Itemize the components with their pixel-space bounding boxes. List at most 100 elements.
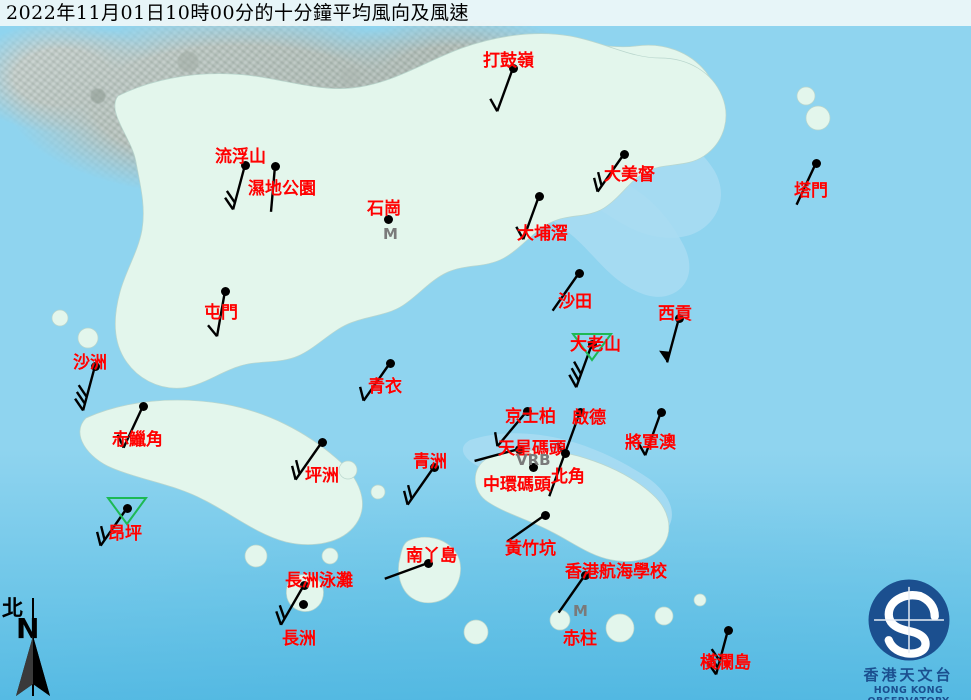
station-label: 天星碼頭 <box>498 439 566 459</box>
wind-barb-icon <box>358 362 391 402</box>
hko-name-zh: 香港天文台 <box>863 666 954 684</box>
station-dot <box>270 161 280 171</box>
station-label: 打鼓嶺 <box>483 51 534 71</box>
gale-triangle-icon <box>106 497 148 526</box>
station-label: 青洲 <box>413 452 447 472</box>
compass-rose: 北 N <box>2 592 64 700</box>
station-label: 香港航海學校 <box>565 562 667 582</box>
station-dot <box>619 149 629 159</box>
wind-barb-icon <box>402 466 435 506</box>
wind-barb-icon <box>707 629 730 676</box>
station-dot <box>674 313 684 323</box>
station-dot <box>383 214 393 224</box>
wind-barb-icon <box>489 67 515 112</box>
station-label: 赤柱 <box>563 629 597 649</box>
station-dot <box>575 407 585 417</box>
station-label: 中環碼頭 <box>483 475 551 495</box>
station-dot <box>723 625 733 635</box>
station-dot <box>514 444 524 454</box>
station-label: 塔門 <box>794 181 828 201</box>
station-label: 橫瀾島 <box>700 653 751 673</box>
page-title: 2022年11月01日10時00分的十分鐘平均風向及風速 <box>6 2 470 24</box>
station-dot <box>423 558 433 568</box>
title-bar <box>0 0 971 26</box>
station-dot <box>574 268 584 278</box>
station-dot <box>220 286 230 296</box>
wind-barb-icon <box>548 452 567 497</box>
station-label: 坪洲 <box>305 466 339 486</box>
wind-barb-icon <box>207 290 227 338</box>
wind-barb-icon <box>95 507 128 547</box>
wind-barb-icon <box>384 561 429 580</box>
station-label: 西貢 <box>658 304 692 324</box>
station-dot <box>811 158 821 168</box>
wind-barb-icon <box>275 584 306 626</box>
station-label: 長洲 <box>282 629 316 649</box>
wind-barb-icon <box>515 195 541 240</box>
station-label: 黃竹坑 <box>505 539 556 559</box>
wind-barb-icon <box>659 317 681 363</box>
station-dot <box>240 160 250 170</box>
station-label: 將軍澳 <box>625 433 676 453</box>
wind-barb-icon <box>116 405 145 449</box>
station-dot <box>90 361 100 371</box>
variable-wind-flag: VRB <box>516 451 551 469</box>
station-label: 南丫島 <box>406 546 457 566</box>
wind-barb-icon <box>474 447 520 463</box>
station-label: 濕地公園 <box>248 179 316 199</box>
missing-data-flag: M <box>383 225 398 243</box>
station-label: 青衣 <box>368 377 402 397</box>
station-label: 大老山 <box>570 335 621 355</box>
wind-barb-icon <box>290 441 323 481</box>
wind-barb-icon <box>557 574 586 614</box>
station-label: 大埔滘 <box>517 224 568 244</box>
wind-barb-icon <box>568 343 594 388</box>
station-dot <box>298 599 308 609</box>
gale-triangle-icon <box>571 333 613 362</box>
station-dot <box>138 401 148 411</box>
missing-data-flag: M <box>573 602 588 620</box>
hko-logo: 香港天文台 HONG KONG OBSERVATORY <box>846 574 971 700</box>
wind-barb-icon <box>224 164 247 211</box>
station-dot <box>385 358 395 368</box>
station-dot <box>534 191 544 201</box>
station-label: 長洲泳灘 <box>285 571 353 591</box>
station-dot <box>522 406 532 416</box>
station-label: 大美督 <box>604 165 655 185</box>
station-label: 沙洲 <box>73 353 107 373</box>
station-dot <box>587 339 597 349</box>
station-label: 流浮山 <box>215 147 266 167</box>
station-label: 昂坪 <box>108 524 142 544</box>
wind-barb-icon <box>551 272 580 312</box>
station-dot <box>429 462 439 472</box>
hko-emblem-icon <box>868 579 949 661</box>
wind-barb-icon <box>506 514 546 543</box>
wind-barb-icon <box>795 162 818 206</box>
compass-label-zh: 北 <box>2 595 23 620</box>
station-dot <box>122 503 132 513</box>
hko-name-en: HONG KONG OBSERVATORY <box>868 685 950 700</box>
wind-barb-icon <box>269 165 277 212</box>
station-dot <box>299 580 309 590</box>
station-label: 沙田 <box>558 292 592 312</box>
station-label: 北角 <box>551 467 585 487</box>
station-label: 京士柏 <box>505 407 556 427</box>
station-label: 石崗 <box>367 199 401 219</box>
compass-needle-icon <box>16 598 50 696</box>
wind-barb-icon <box>493 410 528 448</box>
station-dot <box>656 407 666 417</box>
station-dot <box>508 63 518 73</box>
station-dot <box>540 510 550 520</box>
wind-barb-icon <box>637 411 663 456</box>
station-dot <box>528 462 538 472</box>
station-dot <box>317 437 327 447</box>
station-label: 赤鱲角 <box>112 430 163 450</box>
station-dot <box>560 448 570 458</box>
station-label: 屯門 <box>204 303 238 323</box>
wind-barb-icon <box>74 365 97 412</box>
station-dot <box>580 570 590 580</box>
wind-barb-icon <box>592 153 625 193</box>
station-label: 啟德 <box>572 408 606 428</box>
